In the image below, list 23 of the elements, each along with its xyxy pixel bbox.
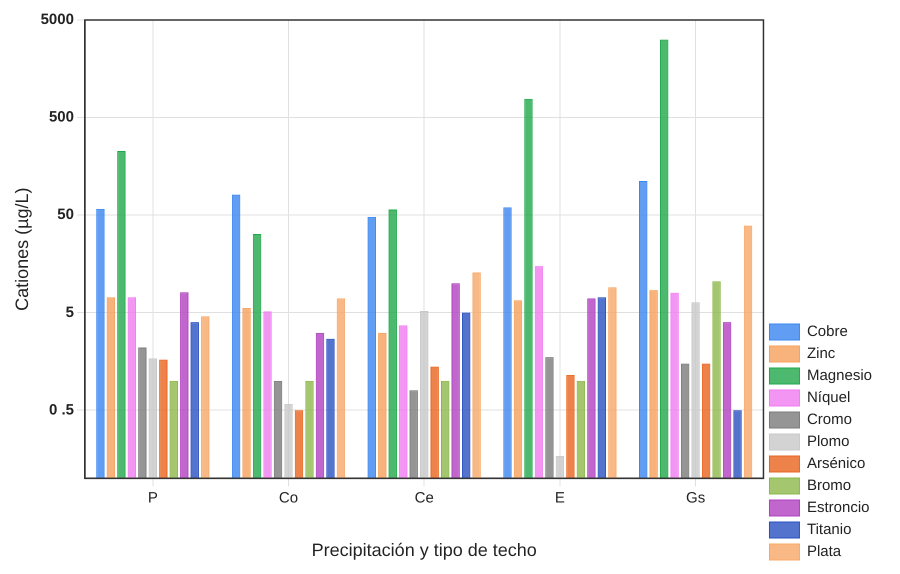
legend-label: Níquel: [806, 389, 850, 406]
y-tick-label: 5: [66, 304, 74, 321]
x-tick-label: Ce: [414, 490, 434, 507]
legend-label: Plomo: [806, 433, 850, 450]
y-axis-title: Cationes (µg/L): [12, 187, 32, 311]
legend-label: Magnesio: [806, 367, 872, 384]
y-tick-label: 0 .5: [48, 401, 74, 418]
x-tick-label: Gs: [686, 490, 706, 507]
legend-label: Cobre: [806, 323, 848, 340]
y-tick-label: 5000: [40, 11, 74, 28]
x-tick-label: E: [554, 490, 565, 507]
legend-label: Estroncio: [806, 499, 870, 516]
y-tick-label: 50: [57, 206, 74, 224]
legend-label: Cromo: [806, 411, 852, 428]
legend-label: Zinc: [806, 345, 836, 362]
x-tick-label: P: [148, 490, 158, 507]
x-axis-title: Precipitación y tipo de techo: [312, 540, 537, 560]
legend-label: Bromo: [806, 477, 852, 494]
legend-label: Plata: [806, 543, 842, 560]
legend-label: Titanio: [806, 521, 852, 538]
x-tick-label: Co: [278, 490, 298, 507]
y-tick-label: 500: [48, 108, 74, 126]
legend-label: Arsénico: [806, 455, 866, 472]
